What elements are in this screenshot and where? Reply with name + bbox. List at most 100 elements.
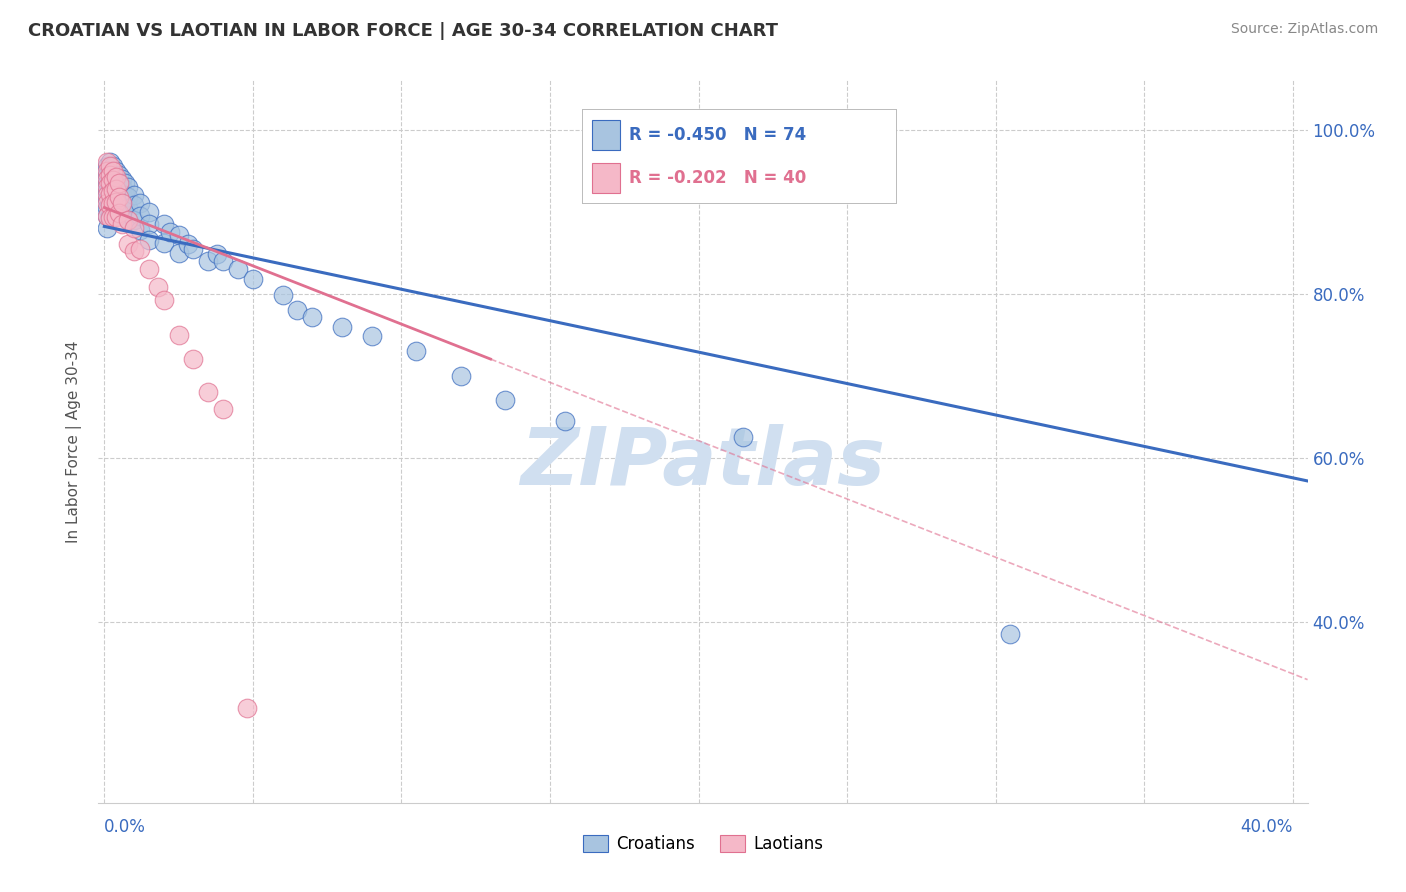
Point bbox=[207, 247, 229, 261]
Point bbox=[226, 262, 249, 277]
Point bbox=[111, 171, 134, 186]
Point bbox=[96, 176, 118, 190]
Point bbox=[108, 168, 131, 182]
Point bbox=[212, 401, 235, 416]
Point bbox=[103, 192, 125, 206]
Point bbox=[96, 221, 118, 235]
Point bbox=[111, 180, 134, 194]
Point bbox=[98, 180, 121, 194]
Point bbox=[96, 209, 118, 223]
Point bbox=[96, 180, 118, 194]
Point bbox=[108, 192, 131, 206]
Point bbox=[129, 209, 152, 223]
Point bbox=[103, 196, 125, 211]
Point bbox=[129, 242, 152, 256]
Point bbox=[554, 414, 576, 428]
Point bbox=[117, 201, 139, 215]
Point bbox=[129, 196, 152, 211]
Text: ZIPatlas: ZIPatlas bbox=[520, 425, 886, 502]
Point bbox=[167, 245, 190, 260]
Point bbox=[167, 227, 190, 242]
Point bbox=[1000, 627, 1022, 641]
Text: Source: ZipAtlas.com: Source: ZipAtlas.com bbox=[1230, 22, 1378, 37]
Point bbox=[111, 196, 134, 211]
Point bbox=[103, 176, 125, 190]
Point bbox=[98, 196, 121, 211]
Point bbox=[103, 163, 125, 178]
Point bbox=[96, 163, 118, 178]
Point bbox=[98, 209, 121, 223]
Point bbox=[183, 242, 205, 256]
Point bbox=[98, 186, 121, 201]
Point bbox=[236, 701, 259, 715]
Point bbox=[138, 262, 160, 277]
Point bbox=[108, 204, 131, 219]
Point bbox=[98, 163, 121, 178]
Point bbox=[105, 194, 128, 209]
Point bbox=[105, 170, 128, 185]
Point bbox=[197, 385, 219, 400]
Point bbox=[111, 201, 134, 215]
Point bbox=[146, 280, 169, 294]
Point bbox=[103, 168, 125, 182]
Point bbox=[98, 188, 121, 202]
Point bbox=[98, 168, 121, 182]
Point bbox=[111, 217, 134, 231]
Point bbox=[287, 303, 309, 318]
Point bbox=[108, 184, 131, 198]
Point bbox=[98, 176, 121, 190]
Point bbox=[114, 201, 136, 215]
Point bbox=[108, 176, 131, 190]
Point bbox=[138, 233, 160, 247]
Point bbox=[114, 176, 136, 190]
Text: CROATIAN VS LAOTIAN IN LABOR FORCE | AGE 30-34 CORRELATION CHART: CROATIAN VS LAOTIAN IN LABOR FORCE | AGE… bbox=[28, 22, 778, 40]
Point bbox=[122, 212, 145, 227]
Point bbox=[98, 160, 121, 174]
Point bbox=[183, 352, 205, 367]
Point bbox=[108, 190, 131, 204]
Point bbox=[105, 198, 128, 212]
Text: 40.0%: 40.0% bbox=[1240, 818, 1292, 836]
Point bbox=[405, 344, 427, 359]
Point bbox=[98, 171, 121, 186]
Point bbox=[271, 288, 294, 302]
Point bbox=[105, 163, 128, 178]
Point bbox=[98, 211, 121, 226]
Point bbox=[122, 244, 145, 258]
Point bbox=[98, 198, 121, 212]
Legend: Croatians, Laotians: Croatians, Laotians bbox=[576, 828, 830, 860]
Text: 0.0%: 0.0% bbox=[104, 818, 146, 836]
Point bbox=[494, 393, 516, 408]
Point bbox=[117, 180, 139, 194]
Point bbox=[152, 217, 174, 231]
Point bbox=[105, 180, 128, 194]
Y-axis label: In Labor Force | Age 30-34: In Labor Force | Age 30-34 bbox=[66, 340, 83, 543]
Point bbox=[96, 188, 118, 202]
Point bbox=[152, 293, 174, 308]
Point bbox=[105, 188, 128, 202]
Point bbox=[138, 204, 160, 219]
Point bbox=[103, 184, 125, 198]
Point bbox=[108, 206, 131, 220]
Point bbox=[96, 155, 118, 169]
Point bbox=[96, 192, 118, 206]
Point bbox=[105, 181, 128, 195]
Point bbox=[103, 184, 125, 198]
Point bbox=[117, 212, 139, 227]
Point bbox=[103, 173, 125, 187]
Point bbox=[122, 188, 145, 202]
Point bbox=[152, 235, 174, 250]
Point bbox=[122, 198, 145, 212]
Point bbox=[96, 184, 118, 198]
Point bbox=[96, 201, 118, 215]
Point bbox=[103, 160, 125, 174]
Point bbox=[98, 155, 121, 169]
Point bbox=[114, 188, 136, 202]
Point bbox=[111, 188, 134, 202]
Point bbox=[96, 196, 118, 211]
Point bbox=[138, 217, 160, 231]
Point bbox=[103, 211, 125, 225]
Point bbox=[108, 176, 131, 190]
Point bbox=[197, 253, 219, 268]
Point bbox=[212, 253, 235, 268]
